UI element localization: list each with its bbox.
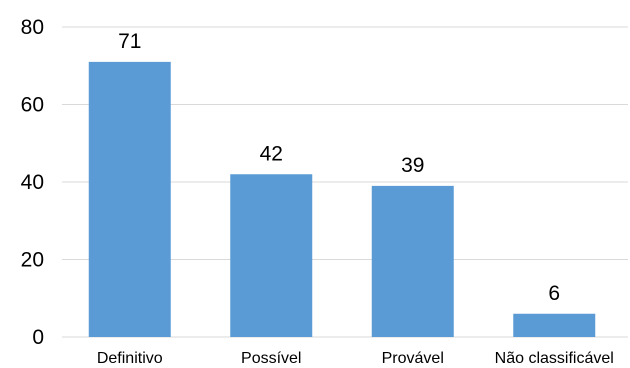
data-label: 71: [118, 30, 141, 53]
y-tick-label: 0: [32, 326, 44, 349]
x-category-label: Possível: [241, 350, 301, 367]
y-tick-label: 40: [21, 171, 44, 194]
bar: [230, 174, 313, 337]
data-label: 39: [401, 154, 424, 177]
bars: [88, 61, 596, 337]
bar: [371, 185, 454, 337]
x-axis-category-labels: Definitivo Possível Provável Não classif…: [97, 350, 614, 367]
x-category-label: Provável: [382, 350, 444, 367]
data-label: 42: [260, 142, 283, 165]
y-tick-label: 20: [21, 249, 44, 272]
y-tick-label: 80: [21, 16, 44, 39]
y-tick-label: 60: [21, 94, 44, 117]
data-labels: 71 42 39 6: [118, 30, 560, 305]
x-category-label: Definitivo: [97, 350, 163, 367]
y-axis-tick-labels: 0 20 40 60 80: [21, 16, 44, 349]
bar: [88, 61, 171, 337]
bar: [513, 313, 596, 337]
data-label: 6: [548, 282, 560, 305]
x-category-label: Não classificável: [495, 350, 614, 367]
